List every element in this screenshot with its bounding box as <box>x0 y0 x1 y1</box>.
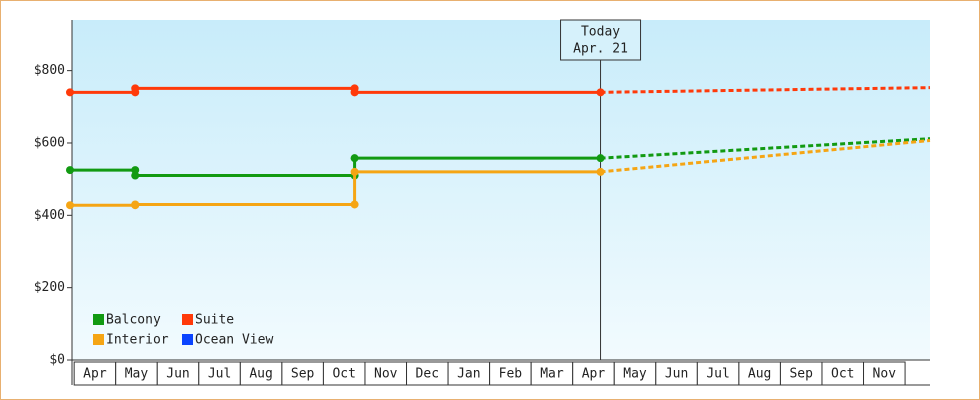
y-tick-label: $800 <box>34 63 65 78</box>
x-tick-label: Nov <box>374 367 398 382</box>
x-tick-label: Oct <box>332 367 355 382</box>
point <box>350 154 359 163</box>
point <box>350 200 359 209</box>
legend-label: Balcony <box>106 313 161 328</box>
y-tick-label: $0 <box>49 353 65 368</box>
y-tick-label: $200 <box>34 280 65 295</box>
forecast-line <box>600 137 931 160</box>
point <box>131 84 140 93</box>
y-tick-label: $600 <box>34 135 65 150</box>
series-line <box>70 170 601 207</box>
legend-swatch <box>182 334 193 345</box>
legend-label: Suite <box>195 313 234 328</box>
x-tick-label: Oct <box>831 367 854 382</box>
point <box>350 88 359 97</box>
today-label: Apr. 21 <box>573 42 628 57</box>
x-tick-label: Apr <box>83 367 107 382</box>
point <box>350 167 359 176</box>
y-tick-label: $400 <box>34 208 65 223</box>
legend-label: Interior <box>106 333 169 348</box>
x-tick-label: Sep <box>291 367 315 382</box>
x-tick-label: Aug <box>748 367 771 382</box>
today-label: Today <box>581 25 620 40</box>
x-tick-label: Jun <box>166 367 189 382</box>
forecast-line <box>600 86 931 94</box>
x-tick-label: Mar <box>540 367 564 382</box>
x-tick-label: Jul <box>208 367 231 382</box>
x-tick-label: May <box>125 367 149 382</box>
x-tick-label: Sep <box>789 367 813 382</box>
x-tick-label: Jul <box>706 367 729 382</box>
x-tick-label: May <box>623 367 647 382</box>
x-tick-label: Dec <box>416 367 439 382</box>
legend-swatch <box>182 314 193 325</box>
legend-swatch <box>93 334 104 345</box>
legend-label: Ocean View <box>195 333 273 348</box>
point <box>596 167 605 176</box>
x-tick-label: Nov <box>873 367 897 382</box>
x-tick-label: Feb <box>499 367 523 382</box>
x-tick-label: Jan <box>457 367 480 382</box>
legend-swatch <box>93 314 104 325</box>
point <box>596 154 605 163</box>
forecast-line <box>600 138 931 174</box>
series-line <box>70 86 601 94</box>
point <box>596 88 605 97</box>
today-box <box>560 19 642 61</box>
x-tick-label: Aug <box>249 367 272 382</box>
x-tick-label: Jun <box>665 367 688 382</box>
point <box>66 201 74 210</box>
series-line <box>70 156 601 178</box>
point <box>66 166 74 175</box>
point <box>131 171 140 180</box>
point <box>66 88 74 97</box>
plot-area <box>72 20 930 360</box>
point <box>131 200 140 209</box>
x-tick-label: Apr <box>582 367 606 382</box>
